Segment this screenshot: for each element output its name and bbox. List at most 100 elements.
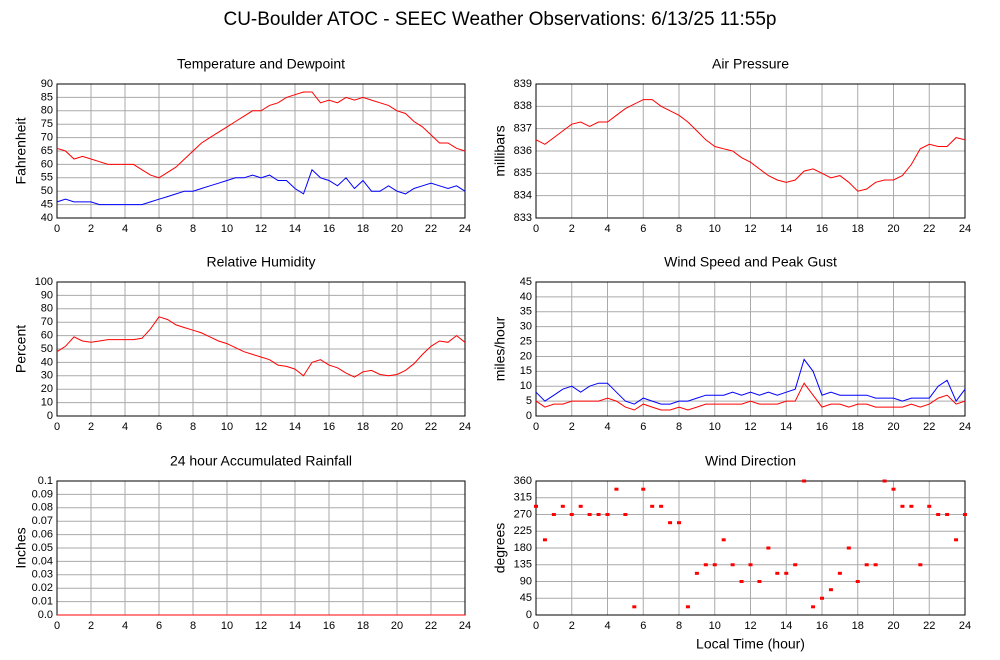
x-tick-label: 12 (744, 223, 756, 235)
point (578, 504, 583, 508)
y-axis-label: degrees (492, 523, 508, 574)
y-tick-label: 70 (41, 316, 53, 328)
y-tick-label: 0.09 (32, 488, 53, 500)
point (775, 571, 780, 575)
x-tick-label: 20 (887, 421, 899, 433)
chart-title: Wind Direction (705, 453, 796, 469)
y-tick-label: 70 (41, 132, 53, 144)
x-tick-label: 0 (533, 223, 539, 235)
y-tick-label: 90 (520, 575, 532, 587)
y-tick-label: 0.05 (32, 542, 53, 554)
x-tick-label: 20 (391, 421, 403, 433)
x-tick-label: 2 (88, 421, 94, 433)
y-tick-label: 5 (526, 395, 532, 407)
x-tick-label: 24 (959, 620, 971, 632)
x-tick-label: 2 (569, 421, 575, 433)
y-tick-label: 85 (41, 91, 53, 103)
y-tick-label: 0.1 (38, 475, 53, 487)
x-tick-label: 6 (640, 421, 646, 433)
y-tick-label: 10 (520, 380, 532, 392)
point (623, 513, 628, 516)
x-tick-label: 18 (357, 421, 369, 433)
point (560, 504, 565, 508)
x-tick-label: 16 (816, 223, 828, 235)
y-tick-label: 90 (41, 78, 53, 90)
x-tick-label: 8 (676, 421, 682, 433)
y-tick-label: 360 (514, 475, 532, 487)
y-tick-label: 30 (41, 370, 53, 382)
x-tick-label: 18 (357, 620, 369, 632)
point (927, 504, 932, 508)
y-tick-label: 40 (41, 356, 53, 368)
plot-frame (535, 480, 966, 616)
y-tick-label: 835 (514, 167, 532, 179)
y-tick-label: 40 (520, 291, 532, 303)
x-tick-label: 10 (221, 421, 233, 433)
point (614, 487, 619, 491)
x-tick-label: 24 (459, 223, 471, 235)
series-line (535, 382, 966, 411)
x-tick-label: 4 (604, 421, 610, 433)
chart-title: Relative Humidity (207, 254, 316, 270)
y-axis-label: Percent (13, 325, 29, 373)
x-tick-label: 14 (289, 421, 301, 433)
y-tick-label: 100 (35, 276, 53, 288)
x-tick-label: 0 (54, 620, 60, 632)
x-tick-label: 22 (923, 223, 935, 235)
x-tick-label: 12 (744, 421, 756, 433)
y-tick-label: 180 (514, 542, 532, 554)
x-tick-label: 6 (156, 620, 162, 632)
y-tick-label: 135 (514, 559, 532, 571)
x-tick-label: 20 (887, 223, 899, 235)
x-tick-label: 16 (816, 421, 828, 433)
y-axis-label: Inches (13, 527, 29, 568)
x-tick-label: 20 (887, 620, 899, 632)
x-tick-label: 14 (780, 421, 792, 433)
x-tick-label: 18 (852, 223, 864, 235)
x-tick-label: 14 (780, 620, 792, 632)
x-tick-label: 2 (569, 223, 575, 235)
y-tick-label: 0.07 (32, 515, 53, 527)
y-tick-label: 0 (526, 609, 532, 621)
point (703, 563, 708, 567)
y-tick-label: 0.0 (38, 609, 53, 621)
point (909, 504, 914, 508)
chart-title: Wind Speed and Peak Gust (664, 254, 837, 270)
x-tick-label: 10 (709, 223, 721, 235)
y-tick-label: 40 (41, 212, 53, 224)
chart-title: 24 hour Accumulated Rainfall (170, 453, 352, 469)
x-tick-label: 20 (391, 223, 403, 235)
x-tick-label: 10 (221, 620, 233, 632)
point (632, 605, 637, 609)
point (882, 479, 887, 483)
point (694, 571, 699, 575)
x-tick-label: 24 (959, 421, 971, 433)
point (685, 605, 690, 609)
point (828, 588, 833, 592)
series-line (535, 358, 966, 405)
point (963, 513, 967, 516)
point (873, 563, 878, 567)
point (954, 538, 959, 542)
x-tick-label: 12 (255, 620, 267, 632)
x-tick-label: 12 (255, 223, 267, 235)
x-tick-label: 14 (289, 620, 301, 632)
point (864, 563, 869, 567)
x-tick-label: 2 (569, 620, 575, 632)
series-line (56, 168, 466, 206)
y-tick-label: 45 (41, 199, 53, 211)
x-tick-label: 22 (425, 421, 437, 433)
point (569, 513, 574, 516)
point (730, 563, 735, 567)
plot-frame (535, 281, 966, 417)
plot-frame (56, 281, 466, 417)
y-tick-label: 80 (41, 105, 53, 117)
x-tick-label: 20 (391, 620, 403, 632)
x-tick-label: 4 (122, 223, 128, 235)
chart-title: Temperature and Dewpoint (177, 56, 345, 72)
y-tick-label: 839 (514, 78, 532, 90)
y-tick-label: 225 (514, 525, 532, 537)
y-tick-label: 60 (41, 158, 53, 170)
point (721, 538, 726, 542)
